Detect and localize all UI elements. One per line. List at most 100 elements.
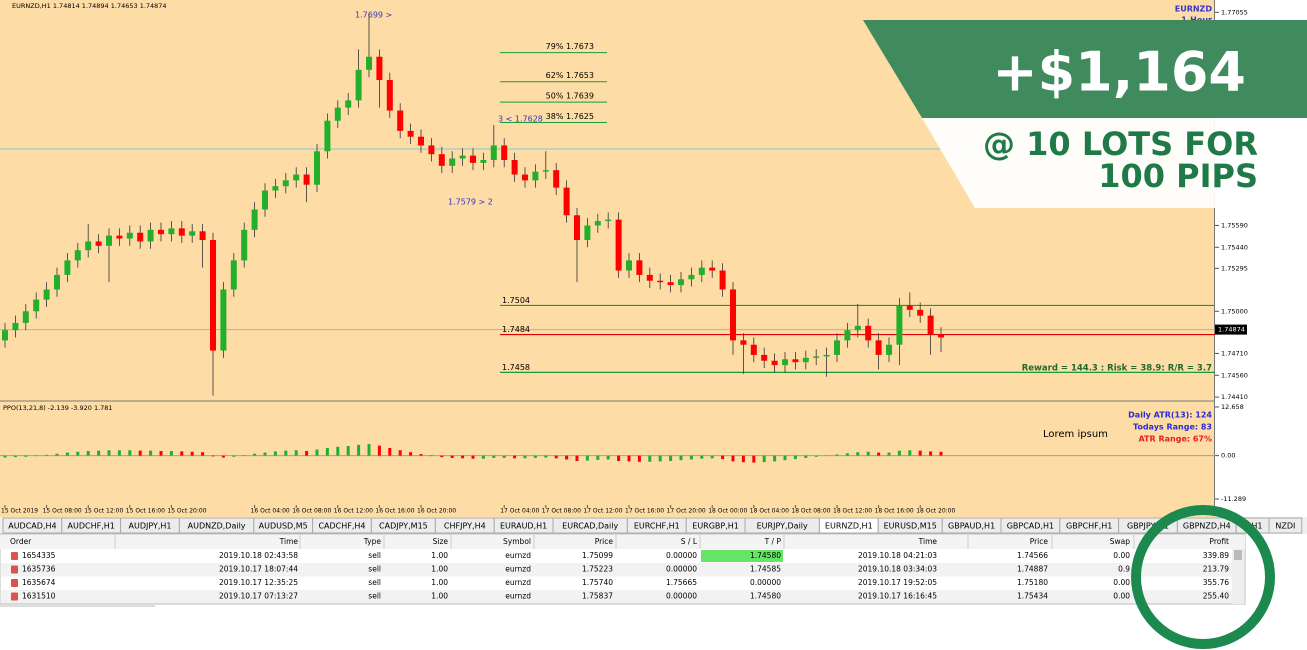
atr-note: ATR Range: 67%	[1138, 435, 1212, 444]
ppo-bar	[513, 455, 517, 459]
candle-body	[813, 356, 820, 358]
candle-body	[470, 155, 476, 163]
symbol-tab-label[interactable]: EURCHF,H1	[634, 522, 680, 531]
candle-body	[137, 232, 144, 242]
y-tick-label: -11.289	[1221, 495, 1246, 503]
candle-body	[54, 274, 60, 290]
table-cell: sell	[368, 551, 381, 560]
table-cell: 0.00	[1113, 592, 1130, 601]
ppo-bar	[76, 451, 80, 456]
scroll-thumb[interactable]	[1234, 550, 1242, 560]
ppo-bar	[814, 455, 818, 457]
ppo-bar	[305, 451, 309, 456]
symbol-tab-label[interactable]: AUDCHF,H1	[68, 522, 115, 531]
ppo-bar	[107, 450, 111, 456]
candle-body	[147, 229, 154, 242]
ppo-bar	[918, 450, 922, 456]
symbol-tab-label[interactable]: AUDCAD,H4	[8, 522, 56, 531]
ppo-bar	[929, 451, 933, 456]
candle-body	[532, 171, 539, 181]
chart-header: EURNZD,H1 1.74814 1.74894 1.74653 1.7487…	[12, 2, 167, 10]
ppo-bar	[585, 455, 589, 461]
candle-body	[896, 305, 903, 345]
column-header: Size	[433, 537, 449, 546]
candle-body	[490, 145, 497, 160]
column-header: T / P	[764, 537, 782, 546]
symbol-tab-label[interactable]: GBPCHF,H1	[1066, 522, 1112, 531]
symbol-tab-label[interactable]: EURCAD,Daily	[562, 522, 618, 531]
table-cell: 1.75180	[1017, 578, 1048, 587]
symbol-tab-label[interactable]: AUDJPY,H1	[128, 522, 171, 531]
table-cell: 1.74887	[1017, 565, 1048, 574]
y-tick-label: 1.75000	[1221, 307, 1248, 315]
symbol-tab-label[interactable]: CHFJPY,H4	[444, 522, 486, 531]
pips-text: 100 PIPS	[1098, 157, 1258, 195]
symbol-tab-label[interactable]: EURJPY,Daily	[757, 522, 808, 531]
table-cell: 255.40	[1203, 592, 1229, 601]
table-cell: 0.9	[1118, 565, 1130, 574]
x-tick-label: 18 Oct 00:00	[708, 508, 747, 515]
ppo-bar	[201, 452, 205, 456]
candle-body	[834, 340, 840, 355]
ppo-bar	[658, 455, 662, 462]
table-cell: 2019.10.18 03:34:03	[858, 565, 937, 574]
candle-body	[906, 305, 913, 310]
ppo-bar	[419, 454, 423, 456]
ppo-bar	[845, 453, 849, 456]
column-header: Swap	[1110, 537, 1130, 546]
symbol-tab-label[interactable]: GBPJPY,H1	[1127, 522, 1169, 531]
ppo-bar	[357, 444, 361, 456]
x-tick-label: 18 Oct 12:00	[833, 508, 872, 515]
status-strip	[0, 604, 155, 607]
symbol-tab-label[interactable]: EURUSD,M15	[884, 522, 937, 531]
ppo-bar	[388, 447, 392, 456]
candle-body	[178, 228, 185, 236]
x-tick-label: 18 Oct 08:00	[791, 508, 830, 515]
candle-body	[116, 235, 123, 239]
symbol-tab-label[interactable]: NZDI	[1275, 522, 1295, 531]
ppo-bar	[180, 451, 184, 456]
candle-body	[407, 130, 414, 137]
symbol-tab-label[interactable]: EURAUD,H1	[500, 522, 547, 531]
symbol-tab-label[interactable]: GBPCAD,H1	[1007, 522, 1054, 531]
tp-highlight	[701, 550, 783, 562]
fib-label: 79% 1.7673	[546, 42, 594, 51]
candle-body	[771, 360, 778, 366]
symbol-tab-label[interactable]: EURNZD,H1	[825, 522, 873, 531]
ppo-bar	[575, 455, 579, 462]
table-cell: 2019.10.18 04:21:03	[858, 551, 937, 560]
x-tick-label: 15 Oct 16:00	[126, 508, 165, 515]
table-cell: 1.74580	[750, 551, 781, 560]
ppo-bar	[637, 455, 641, 462]
symbol-tab-label[interactable]: AUDNZD,Daily	[188, 522, 246, 531]
ppo-bar	[3, 455, 7, 458]
candle-body	[272, 186, 279, 191]
candle-body	[511, 160, 518, 175]
symbol-tab[interactable]	[1268, 517, 1303, 534]
candle-body	[282, 180, 289, 187]
candle-body	[33, 299, 40, 312]
scrollbar[interactable]	[1232, 549, 1244, 604]
ppo-bar	[481, 455, 485, 459]
candle-body	[22, 311, 29, 323]
table-cell: 1.00	[431, 565, 448, 574]
ppo-bar	[939, 451, 943, 456]
symbol-tab-label[interactable]: CADJPY,M15	[379, 522, 428, 531]
table-cell: eurnzd	[505, 551, 531, 560]
candle-body	[927, 315, 934, 335]
candle-body	[303, 174, 310, 185]
indicator-title: PPO(13,21,8) -2.139 -3.920 1.781	[3, 404, 113, 412]
y-tick-label: 1.75295	[1221, 264, 1248, 272]
ppo-bar	[221, 455, 225, 458]
symbol-tab-label[interactable]: GBPAUD,H1	[948, 522, 995, 531]
x-tick-label: 16 Oct 20:00	[417, 508, 456, 515]
table-cell: 1.00	[431, 578, 448, 587]
symbol-tab-label[interactable]: GBPNZD,H4	[1183, 522, 1231, 531]
table-cell: sell	[368, 565, 381, 574]
symbol-tab-label[interactable]: EURGBP,H1	[692, 522, 739, 531]
symbol-tab-label[interactable]: AUDUSD,M5	[259, 522, 308, 531]
x-tick-label: 15 Oct 12:00	[84, 508, 123, 515]
table-cell: 213.79	[1203, 565, 1229, 574]
symbol-tab-label[interactable]: CADCHF,H4	[318, 522, 365, 531]
